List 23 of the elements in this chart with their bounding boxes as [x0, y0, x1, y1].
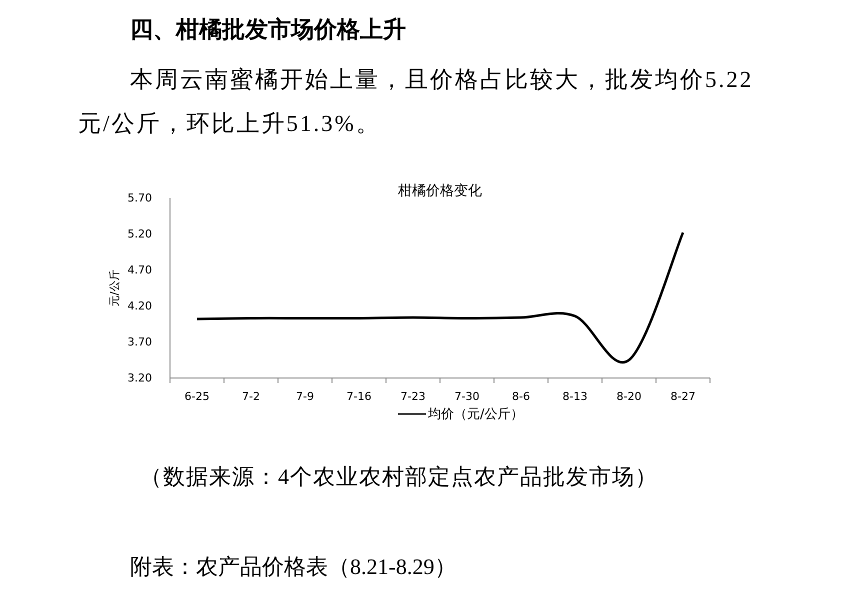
y-tick-label: 3.20: [128, 372, 152, 384]
y-tick-label: 4.70: [128, 264, 152, 276]
x-tick-label: 7-9: [296, 390, 314, 403]
text: 附表：农产品价格表（8.21-8.29）: [130, 553, 456, 581]
text: 本周云南蜜橘开始上量，且价格占比较大，批发均价5.22元/公斤，环比上升51.3%。: [78, 66, 754, 138]
x-tick-label: 8-6: [512, 390, 530, 403]
y-tick-label: 5.70: [128, 192, 152, 204]
x-tick-label: 6-25: [184, 390, 210, 403]
text: （数据来源：4个农业农村部定点农产品批发市场）: [140, 463, 658, 491]
x-tick-label: 7-30: [454, 390, 480, 403]
chart-title: 柑橘价格变化: [397, 183, 482, 199]
y-tick-label: 4.20: [128, 300, 152, 312]
x-tick-label: 8-13: [562, 390, 588, 403]
x-tick-label: 7-16: [346, 390, 372, 403]
x-tick-label: 8-20: [616, 390, 642, 403]
y-tick-label: 3.70: [128, 336, 152, 348]
legend-label: 均价（元/公斤）: [427, 407, 524, 422]
text: 四、柑橘批发市场价格上升: [130, 16, 406, 45]
y-tick-label: 5.20: [128, 228, 152, 240]
x-tick-label: 8-27: [670, 390, 696, 403]
y-axis-title: 元/公斤: [108, 270, 121, 306]
x-tick-label: 7-23: [400, 390, 426, 403]
x-tick-label: 7-2: [242, 390, 260, 403]
